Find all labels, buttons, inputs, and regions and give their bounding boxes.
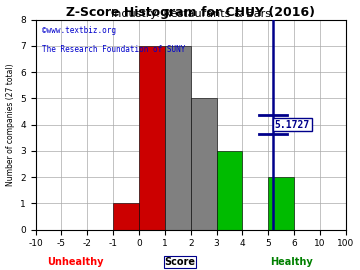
Bar [139, 46, 165, 230]
Y-axis label: Number of companies (27 total): Number of companies (27 total) [5, 63, 14, 186]
Text: Unhealthy: Unhealthy [47, 257, 103, 267]
Text: The Research Foundation of SUNY: The Research Foundation of SUNY [42, 45, 185, 54]
Text: 5.1727: 5.1727 [275, 120, 310, 130]
Text: Score: Score [165, 257, 195, 267]
Text: Industry: Restaurants & Bars: Industry: Restaurants & Bars [111, 9, 271, 19]
Bar [165, 46, 191, 230]
Bar [268, 177, 294, 230]
Title: Z-Score Histogram for CHUY (2016): Z-Score Histogram for CHUY (2016) [66, 6, 315, 19]
Text: Healthy: Healthy [270, 257, 313, 267]
Bar [113, 203, 139, 230]
Bar [217, 151, 242, 230]
Text: ©www.textbiz.org: ©www.textbiz.org [42, 26, 116, 35]
Bar [191, 98, 217, 230]
